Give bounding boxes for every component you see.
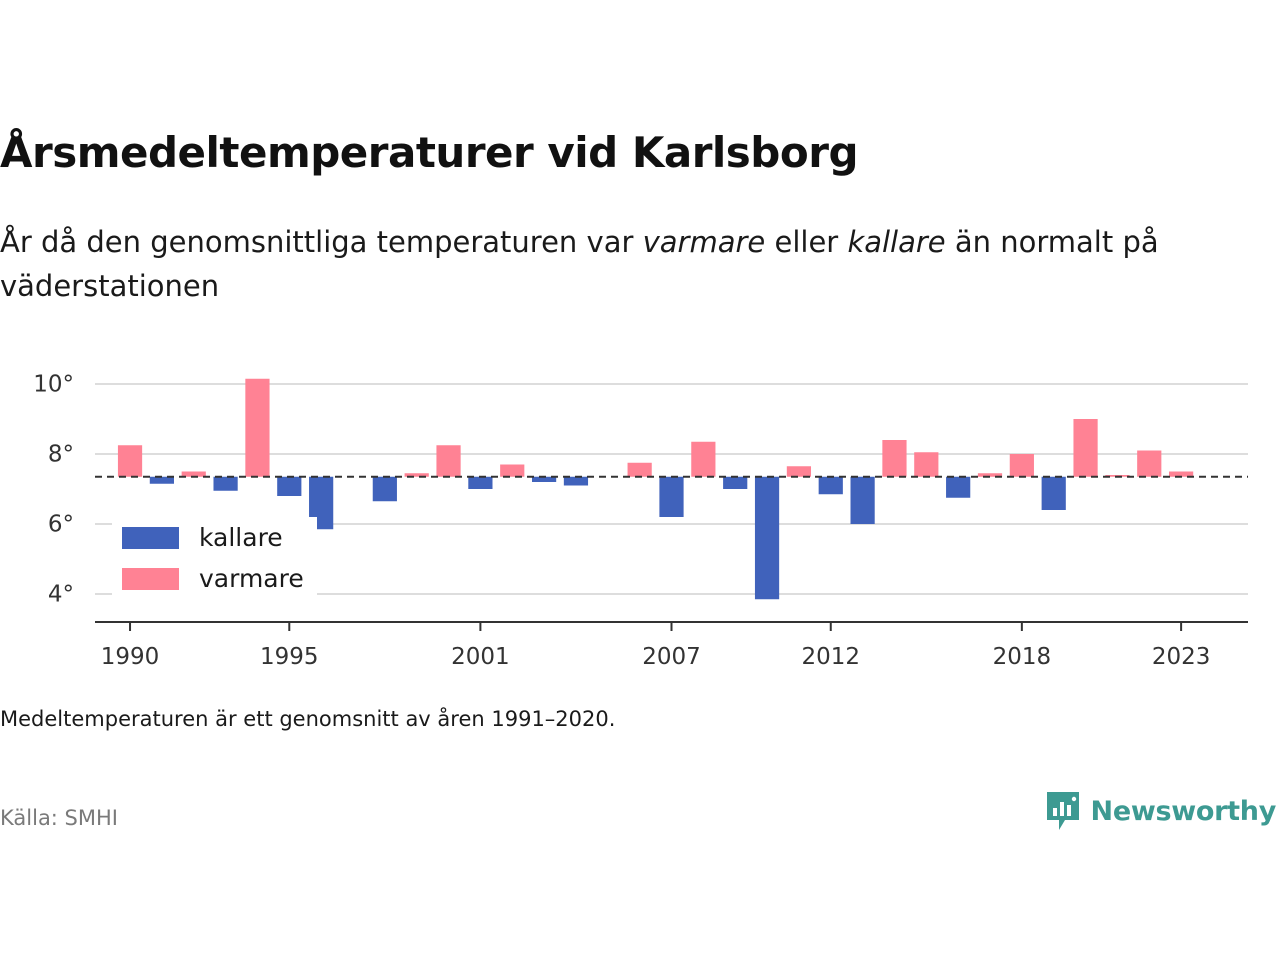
y-tick-label: 4° [48, 582, 74, 608]
x-tick-label: 2001 [451, 644, 510, 670]
bar-2004 [563, 476, 589, 486]
newsworthy-logo-icon [1046, 792, 1079, 830]
bar-1990 [117, 445, 143, 477]
x-tick-label: 2023 [1152, 644, 1211, 670]
legend-swatch-kallare [122, 527, 179, 549]
bar-2013 [850, 476, 875, 524]
bars [117, 378, 1194, 600]
bar-2006 [627, 462, 652, 477]
bar-2022 [1137, 450, 1162, 477]
bar-2018 [1009, 454, 1034, 477]
source-credit: Källa: SMHI [0, 806, 118, 830]
x-tick-label: 2018 [993, 644, 1052, 670]
bar-2001 [468, 476, 493, 489]
brand-name: Newsworthy [1090, 795, 1277, 827]
chart-title: Årsmedeltemperaturer vid Karlsborg [0, 128, 859, 177]
bar-1993 [213, 476, 238, 491]
subtitle-colder-word: kallare [847, 225, 946, 259]
subtitle-text-2: eller [765, 225, 848, 259]
bar-1994 [245, 378, 270, 477]
bar-2014 [882, 440, 907, 477]
legend-swatch-varmare [122, 568, 179, 590]
bar-2011 [786, 466, 812, 477]
bar-2002 [500, 464, 525, 477]
bar-2012 [818, 476, 843, 495]
bar-2003 [531, 476, 557, 482]
y-tick-label: 10° [33, 372, 74, 398]
subtitle-warmer-word: varmare [642, 225, 766, 259]
bar-2007 [659, 476, 684, 517]
bar-2010 [754, 476, 780, 600]
bar-1992 [181, 471, 206, 477]
bar-1998 [372, 476, 397, 502]
bar-2017 [977, 473, 1003, 477]
legend-label-varmare: varmare [199, 564, 304, 593]
bar-2019 [1041, 476, 1066, 510]
bar-2015 [914, 452, 939, 477]
footnote: Medeltemperaturen är ett genomsnitt av å… [0, 707, 616, 731]
bar-2008 [691, 441, 716, 477]
chart-subtitle: År då den genomsnittliga temperaturen va… [0, 220, 1270, 308]
bar-2023 [1169, 471, 1194, 477]
bar-1991 [149, 476, 174, 484]
bar-1995 [277, 476, 302, 496]
bar-2020 [1073, 419, 1098, 477]
x-tick-label: 1995 [260, 644, 319, 670]
legend-label-kallare: kallare [199, 523, 283, 552]
y-tick-label: 8° [48, 442, 74, 468]
y-axis-labels: 4° 6° 8° 10° [33, 372, 74, 608]
x-tick-label: 2007 [642, 644, 701, 670]
bar-chart: 1990 1995 2001 2007 2012 2018 2023 4° 6° 8° 10° k… [33, 372, 1248, 670]
bar-2009 [723, 476, 748, 489]
x-axis: 1990 1995 2001 2007 2012 2018 2023 [95, 621, 1248, 670]
subtitle-text-3: än normalt på väderstationen [0, 225, 1159, 303]
bar-2000 [436, 445, 461, 477]
brand-logo: Newsworthy [1045, 790, 1276, 832]
x-tick-label: 1990 [101, 644, 160, 670]
subtitle-text-1: År då den genomsnittliga temperaturen va… [0, 225, 643, 259]
x-tick-label: 2012 [801, 644, 860, 670]
legend: kallare varmare [112, 517, 317, 603]
bar-2016 [946, 476, 971, 498]
y-tick-label: 6° [48, 512, 74, 538]
bar-1999 [404, 473, 429, 477]
